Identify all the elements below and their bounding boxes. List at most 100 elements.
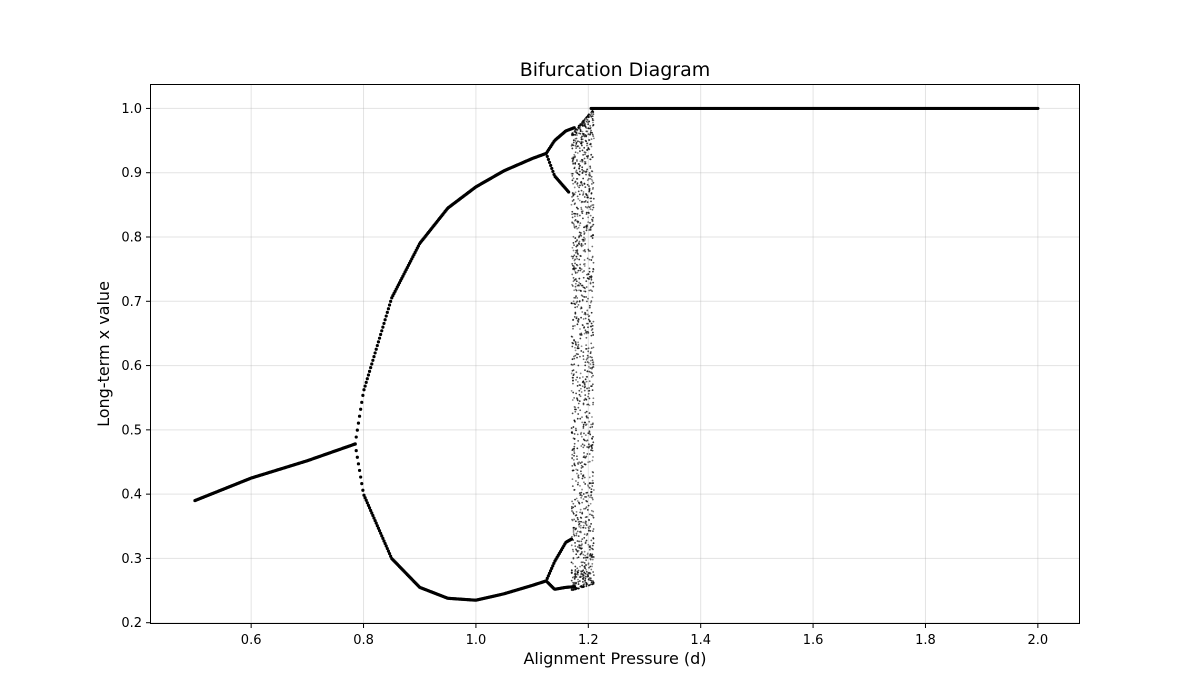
data-point bbox=[573, 433, 576, 435]
data-point bbox=[574, 410, 577, 413]
data-point bbox=[587, 211, 590, 214]
data-point bbox=[576, 183, 579, 186]
data-point bbox=[575, 280, 578, 283]
data-point bbox=[574, 140, 577, 142]
data-point bbox=[584, 434, 587, 437]
data-point bbox=[573, 296, 576, 299]
data-point bbox=[589, 502, 592, 505]
data-point bbox=[592, 197, 595, 200]
data-point bbox=[571, 586, 574, 588]
data-point bbox=[572, 511, 575, 514]
data-point bbox=[592, 119, 595, 122]
data-point bbox=[589, 355, 592, 358]
data-point bbox=[591, 115, 594, 118]
data-point bbox=[588, 404, 591, 407]
data-point bbox=[587, 326, 589, 329]
data-point bbox=[572, 506, 575, 509]
data-point bbox=[590, 568, 593, 571]
data-point bbox=[581, 159, 584, 161]
data-point bbox=[577, 269, 580, 272]
data-point bbox=[592, 268, 595, 270]
data-point bbox=[584, 456, 586, 459]
data-point bbox=[373, 351, 377, 355]
data-point bbox=[583, 432, 585, 435]
data-point bbox=[586, 211, 588, 214]
data-point bbox=[591, 180, 594, 182]
data-point bbox=[586, 370, 589, 373]
data-point bbox=[385, 310, 389, 314]
data-point bbox=[570, 389, 573, 392]
data-point bbox=[573, 289, 576, 292]
data-point bbox=[586, 575, 588, 578]
data-point bbox=[587, 504, 590, 507]
data-point bbox=[386, 549, 391, 553]
data-point bbox=[571, 174, 574, 177]
data-point bbox=[584, 287, 586, 290]
data-point bbox=[574, 575, 577, 577]
data-point bbox=[592, 135, 595, 138]
data-point bbox=[581, 168, 584, 171]
data-point bbox=[592, 363, 595, 366]
data-point bbox=[589, 250, 591, 252]
data-point bbox=[589, 174, 592, 177]
data-point bbox=[578, 522, 581, 525]
data-point bbox=[592, 441, 595, 444]
data-point bbox=[577, 284, 580, 286]
data-point bbox=[371, 513, 375, 518]
data-point bbox=[592, 456, 594, 458]
data-point bbox=[570, 372, 573, 375]
data-point bbox=[570, 579, 573, 582]
data-point bbox=[588, 453, 591, 455]
data-point bbox=[570, 302, 573, 305]
data-point bbox=[576, 171, 578, 174]
data-point bbox=[590, 347, 593, 350]
data-point bbox=[589, 111, 592, 114]
data-point bbox=[580, 208, 583, 211]
data-point bbox=[579, 417, 582, 420]
data-point bbox=[574, 505, 577, 508]
data-point bbox=[592, 270, 594, 273]
data-point bbox=[591, 416, 593, 418]
data-point bbox=[578, 173, 581, 176]
data-point bbox=[578, 289, 580, 292]
data-point bbox=[592, 471, 595, 474]
data-point bbox=[582, 351, 585, 353]
data-point bbox=[592, 121, 594, 124]
data-point bbox=[586, 508, 589, 511]
data-point bbox=[578, 170, 581, 173]
data-point bbox=[588, 270, 591, 273]
data-point bbox=[576, 570, 579, 573]
data-point bbox=[571, 222, 574, 224]
data-point bbox=[584, 162, 587, 165]
data-point bbox=[580, 307, 583, 310]
data-point bbox=[591, 204, 594, 206]
data-point bbox=[582, 133, 585, 136]
data-point bbox=[571, 510, 573, 512]
data-point bbox=[582, 557, 585, 559]
data-point bbox=[575, 468, 578, 471]
data-point bbox=[582, 276, 585, 279]
data-point bbox=[582, 561, 584, 564]
data-point bbox=[580, 561, 583, 564]
data-point bbox=[581, 324, 584, 327]
data-point bbox=[572, 529, 575, 531]
data-point bbox=[576, 239, 578, 242]
data-point bbox=[572, 512, 575, 515]
data-point bbox=[588, 486, 591, 489]
data-point bbox=[592, 556, 595, 558]
data-point bbox=[573, 526, 575, 529]
data-point bbox=[576, 417, 579, 420]
data-point bbox=[361, 393, 365, 397]
data-point bbox=[585, 344, 588, 347]
data-point bbox=[581, 184, 584, 187]
data-point bbox=[386, 307, 391, 311]
y-tick-label: 0.5 bbox=[121, 423, 142, 438]
data-point bbox=[589, 367, 592, 369]
data-point bbox=[576, 185, 579, 187]
data-point bbox=[587, 485, 590, 488]
data-point bbox=[585, 135, 588, 138]
data-point bbox=[591, 225, 594, 227]
data-point bbox=[583, 290, 585, 293]
data-point bbox=[587, 526, 590, 529]
data-point bbox=[588, 548, 591, 551]
